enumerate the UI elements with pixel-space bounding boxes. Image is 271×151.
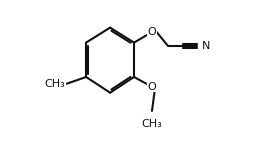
Text: O: O — [148, 82, 156, 92]
Text: N: N — [202, 41, 210, 51]
Text: O: O — [148, 27, 156, 37]
Text: CH₃: CH₃ — [141, 119, 162, 129]
Text: CH₃: CH₃ — [45, 79, 66, 89]
